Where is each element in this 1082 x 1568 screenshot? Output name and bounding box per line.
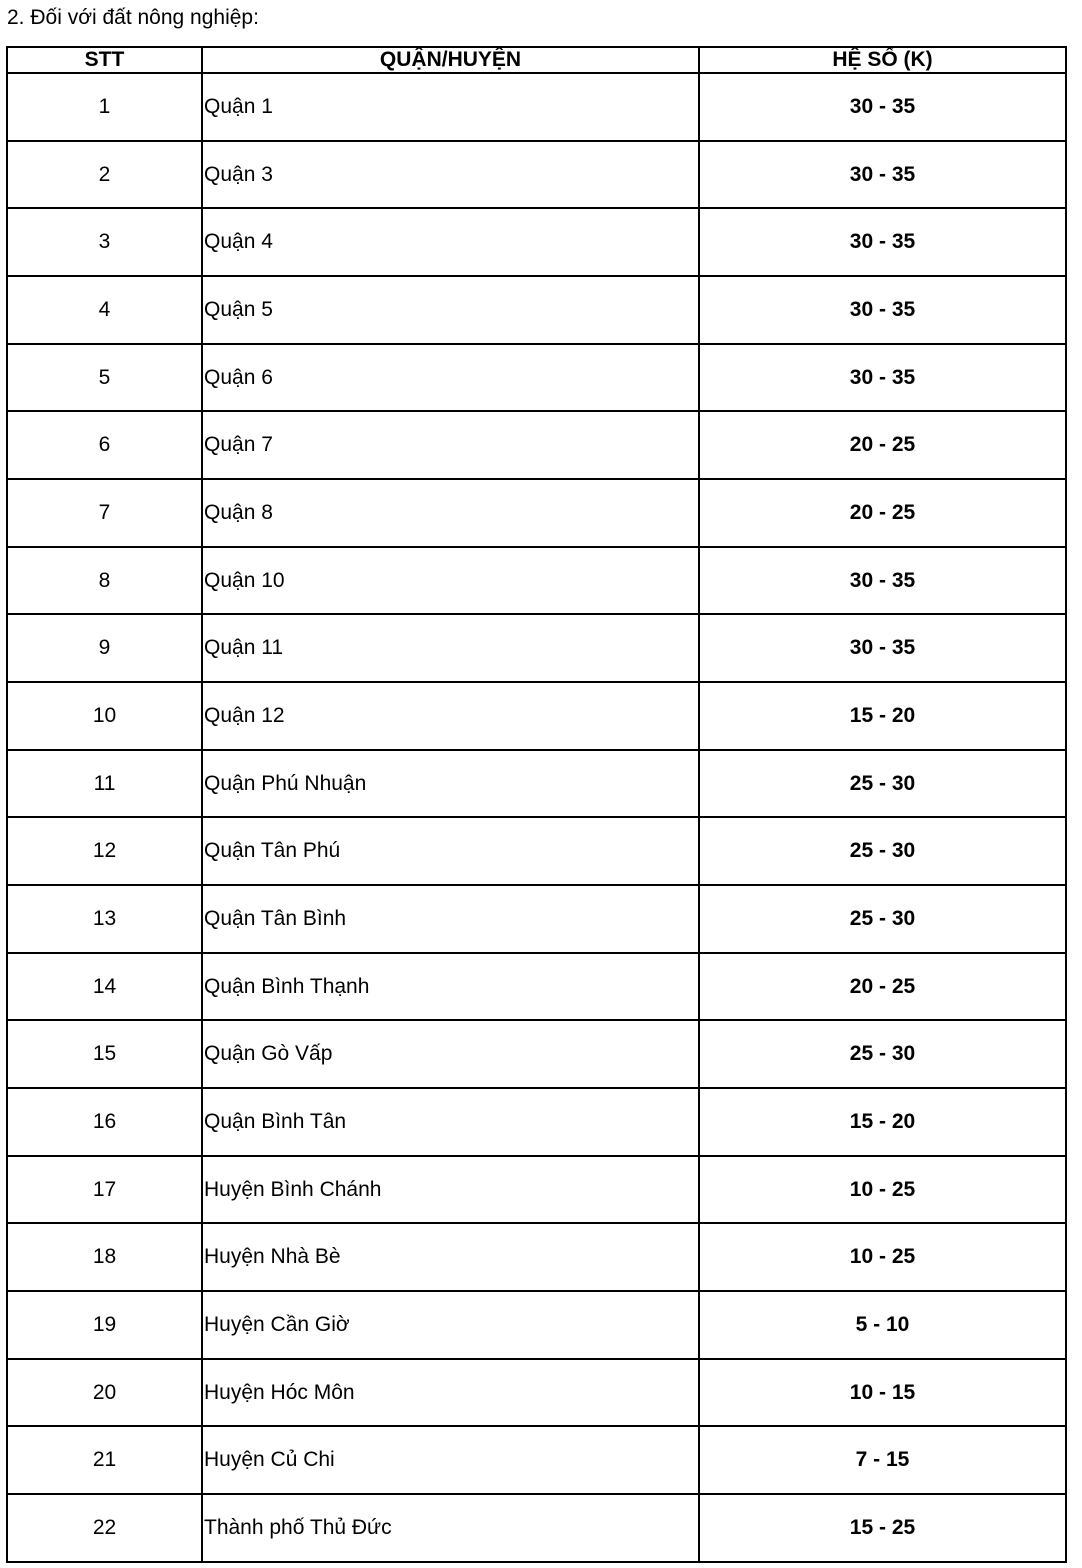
- row-coefficient: 5 - 10: [698, 1290, 1067, 1360]
- row-stt: 20: [6, 1357, 203, 1428]
- row-stt: 6: [6, 410, 203, 481]
- row-district: Quận 7: [201, 410, 700, 481]
- row-district: Quận 11: [201, 613, 700, 684]
- row-stt: 21: [6, 1425, 203, 1496]
- row-coefficient: 25 - 30: [698, 748, 1067, 819]
- row-coefficient: 30 - 35: [698, 139, 1067, 210]
- table-row: 22 Thành phố Thủ Đức 15 - 25: [6, 1493, 1067, 1563]
- row-district: Thành phố Thủ Đức: [201, 1493, 700, 1563]
- row-stt: 8: [6, 545, 203, 616]
- row-coefficient: 25 - 30: [698, 884, 1067, 954]
- table-row: 2 Quận 3 30 - 35: [6, 139, 1067, 210]
- row-coefficient: 20 - 25: [698, 478, 1067, 548]
- row-coefficient: 30 - 35: [698, 207, 1067, 278]
- row-stt: 13: [6, 884, 203, 954]
- header-coefficient: HỆ SỐ (K): [698, 46, 1067, 74]
- table-row: 12 Quận Tân Phú 25 - 30: [6, 816, 1067, 887]
- row-stt: 19: [6, 1290, 203, 1360]
- row-district: Quận 3: [201, 139, 700, 210]
- table-row: 1 Quận 1 30 - 35: [6, 72, 1067, 142]
- row-coefficient: 10 - 25: [698, 1154, 1067, 1225]
- row-coefficient: 10 - 15: [698, 1357, 1067, 1428]
- table-row: 19 Huyện Cần Giờ 5 - 10: [6, 1290, 1067, 1360]
- row-coefficient: 30 - 35: [698, 545, 1067, 616]
- table-header-row: STT QUẬN/HUYỆN HỆ SỐ (K): [6, 46, 1067, 74]
- row-district: Quận Bình Thạnh: [201, 951, 700, 1022]
- row-district: Huyện Hóc Môn: [201, 1357, 700, 1428]
- row-coefficient: 30 - 35: [698, 72, 1067, 142]
- table-row: 14 Quận Bình Thạnh 20 - 25: [6, 951, 1067, 1022]
- row-stt: 2: [6, 139, 203, 210]
- table-row: 15 Quận Gò Vấp 25 - 30: [6, 1019, 1067, 1090]
- table-row: 8 Quận 10 30 - 35: [6, 545, 1067, 616]
- row-stt: 14: [6, 951, 203, 1022]
- row-stt: 3: [6, 207, 203, 278]
- row-stt: 15: [6, 1019, 203, 1090]
- row-coefficient: 25 - 30: [698, 816, 1067, 887]
- table-row: 6 Quận 7 20 - 25: [6, 410, 1067, 481]
- table-row: 16 Quận Bình Tân 15 - 20: [6, 1087, 1067, 1157]
- coefficient-table: STT QUẬN/HUYỆN HỆ SỐ (K) 1 Quận 1 30 - 35 2…: [6, 46, 1067, 1563]
- table-row: 21 Huyện Củ Chi 7 - 15: [6, 1425, 1067, 1496]
- row-stt: 4: [6, 275, 203, 345]
- row-district: Huyện Cần Giờ: [201, 1290, 700, 1360]
- row-stt: 12: [6, 816, 203, 887]
- row-stt: 16: [6, 1087, 203, 1157]
- table-row: 5 Quận 6 30 - 35: [6, 342, 1067, 413]
- row-district: Quận 4: [201, 207, 700, 278]
- row-coefficient: 30 - 35: [698, 275, 1067, 345]
- row-district: Quận 6: [201, 342, 700, 413]
- header-stt: STT: [6, 46, 203, 74]
- row-district: Quận 8: [201, 478, 700, 548]
- row-district: Quận 5: [201, 275, 700, 345]
- row-district: Quận 10: [201, 545, 700, 616]
- row-coefficient: 15 - 25: [698, 1493, 1067, 1563]
- row-district: Quận Bình Tân: [201, 1087, 700, 1157]
- row-district: Quận Tân Phú: [201, 816, 700, 887]
- row-coefficient: 10 - 25: [698, 1222, 1067, 1293]
- row-coefficient: 15 - 20: [698, 1087, 1067, 1157]
- table-row: 13 Quận Tân Bình 25 - 30: [6, 884, 1067, 954]
- row-coefficient: 25 - 30: [698, 1019, 1067, 1090]
- row-coefficient: 30 - 35: [698, 342, 1067, 413]
- row-stt: 11: [6, 748, 203, 819]
- row-coefficient: 20 - 25: [698, 951, 1067, 1022]
- row-stt: 7: [6, 478, 203, 548]
- row-district: Huyện Nhà Bè: [201, 1222, 700, 1293]
- table-row: 10 Quận 12 15 - 20: [6, 681, 1067, 751]
- table-row: 11 Quận Phú Nhuận 25 - 30: [6, 748, 1067, 819]
- row-stt: 9: [6, 613, 203, 684]
- row-district: Huyện Bình Chánh: [201, 1154, 700, 1225]
- row-coefficient: 15 - 20: [698, 681, 1067, 751]
- row-coefficient: 20 - 25: [698, 410, 1067, 481]
- row-district: Quận 1: [201, 72, 700, 142]
- table-row: 3 Quận 4 30 - 35: [6, 207, 1067, 278]
- row-district: Quận Phú Nhuận: [201, 748, 700, 819]
- row-district: Quận Gò Vấp: [201, 1019, 700, 1090]
- row-district: Huyện Củ Chi: [201, 1425, 700, 1496]
- row-stt: 5: [6, 342, 203, 413]
- row-stt: 18: [6, 1222, 203, 1293]
- table-row: 20 Huyện Hóc Môn 10 - 15: [6, 1357, 1067, 1428]
- table-row: 7 Quận 8 20 - 25: [6, 478, 1067, 548]
- row-district: Quận 12: [201, 681, 700, 751]
- table-row: 18 Huyện Nhà Bè 10 - 25: [6, 1222, 1067, 1293]
- row-district: Quận Tân Bình: [201, 884, 700, 954]
- table-row: 4 Quận 5 30 - 35: [6, 275, 1067, 345]
- table-row: 17 Huyện Bình Chánh 10 - 25: [6, 1154, 1067, 1225]
- row-stt: 10: [6, 681, 203, 751]
- section-heading: 2. Đối với đất nông nghiệp:: [7, 6, 259, 29]
- row-stt: 17: [6, 1154, 203, 1225]
- header-district: QUẬN/HUYỆN: [201, 46, 700, 74]
- row-stt: 1: [6, 72, 203, 142]
- row-coefficient: 7 - 15: [698, 1425, 1067, 1496]
- row-coefficient: 30 - 35: [698, 613, 1067, 684]
- row-stt: 22: [6, 1493, 203, 1563]
- table-row: 9 Quận 11 30 - 35: [6, 613, 1067, 684]
